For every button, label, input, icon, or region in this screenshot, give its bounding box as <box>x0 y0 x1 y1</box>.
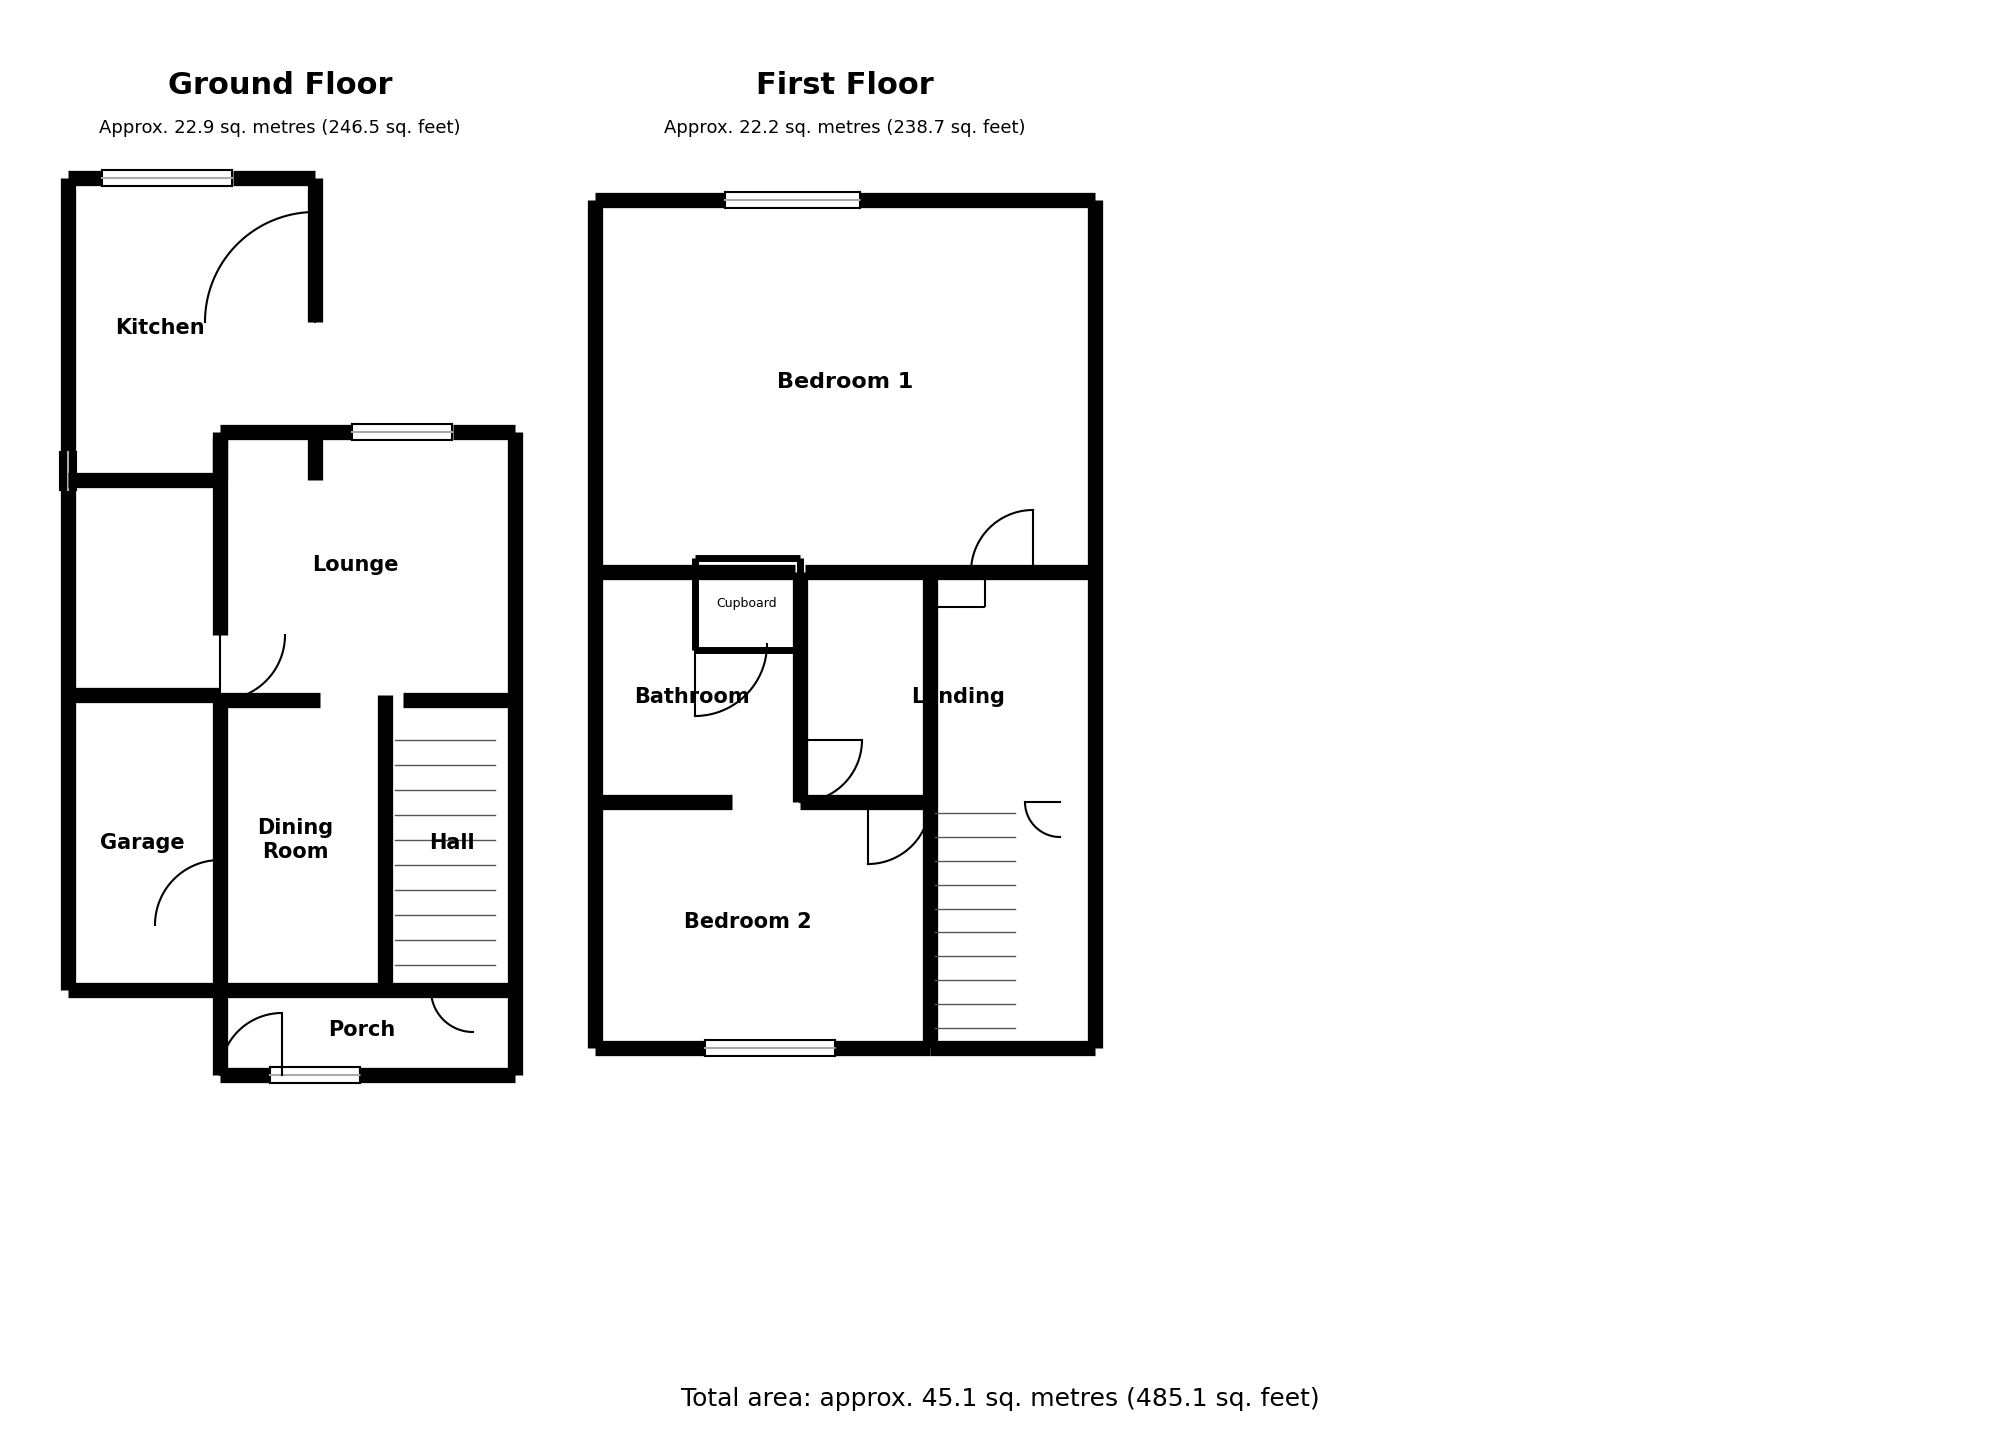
Bar <box>220 695 384 990</box>
Bar <box>596 201 1096 571</box>
Text: Total area: approx. 45.1 sq. metres (485.1 sq. feet): Total area: approx. 45.1 sq. metres (485… <box>680 1387 1320 1410</box>
Text: Landing: Landing <box>912 686 1004 707</box>
Bar <box>102 170 232 186</box>
Text: Porch: Porch <box>328 1021 396 1040</box>
Bar <box>930 571 1096 1048</box>
Bar <box>220 432 516 699</box>
Bar <box>60 452 76 490</box>
Text: First Floor: First Floor <box>756 70 934 99</box>
Text: Bedroom 1: Bedroom 1 <box>776 372 914 393</box>
Bar <box>220 984 516 1075</box>
Text: Approx. 22.9 sq. metres (246.5 sq. feet): Approx. 22.9 sq. metres (246.5 sq. feet) <box>100 119 460 137</box>
Text: Garage: Garage <box>100 833 184 853</box>
Bar <box>596 571 800 803</box>
Bar <box>724 192 860 208</box>
Bar <box>270 1067 360 1083</box>
Text: Lounge: Lounge <box>312 555 398 574</box>
Bar <box>696 558 800 650</box>
Text: Ground Floor: Ground Floor <box>168 70 392 99</box>
Bar <box>936 571 984 606</box>
Text: Hall: Hall <box>430 833 474 853</box>
Bar <box>704 1040 836 1056</box>
Bar <box>800 571 930 803</box>
Text: Cupboard: Cupboard <box>716 598 778 611</box>
Bar <box>596 803 930 1048</box>
Text: Dining
Room: Dining Room <box>256 819 334 862</box>
Text: Approx. 22.2 sq. metres (238.7 sq. feet): Approx. 22.2 sq. metres (238.7 sq. feet) <box>664 119 1026 137</box>
Bar <box>352 425 452 441</box>
Text: Kitchen: Kitchen <box>116 318 204 337</box>
Text: Bedroom 2: Bedroom 2 <box>684 912 812 932</box>
Bar <box>384 695 516 990</box>
Bar <box>68 695 220 990</box>
Text: Bathroom: Bathroom <box>634 686 750 707</box>
Bar <box>68 177 316 480</box>
